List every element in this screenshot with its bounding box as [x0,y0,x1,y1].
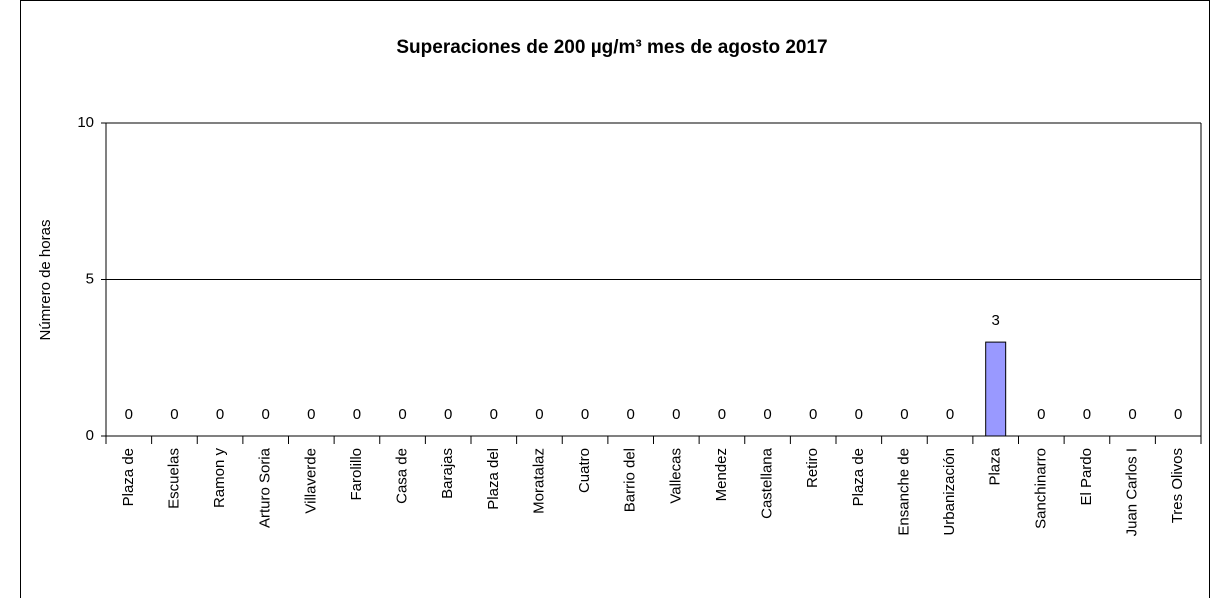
x-tick-label: Mendez [713,448,730,501]
value-label: 0 [627,406,635,423]
value-label: 0 [1083,406,1091,423]
x-tick-label: Plaza del [485,448,502,510]
value-label: 0 [353,406,361,423]
value-label: 0 [855,406,863,423]
x-tick-label: Sanchinarro [1032,448,1049,529]
x-tick-label: Plaza [987,447,1004,485]
value-label: 0 [444,406,452,423]
x-tick-label: Moratalaz [530,448,547,514]
x-tick-label: Plaza de [850,448,867,506]
x-tick-label: Plaza de [120,448,137,506]
chart-title: Superaciones de 200 µg/m³ mes de agosto … [396,37,827,58]
bar [985,341,1007,437]
y-tick-label: 0 [86,427,94,444]
chart-frame [20,0,1210,598]
x-tick-label: Juan Carlos I [1124,448,1141,536]
x-tick-label: Ensanche de [895,448,912,536]
value-label: 0 [535,406,543,423]
x-tick-label: Barrio del [622,448,639,512]
x-tick-label: Casa de [394,448,411,504]
value-label: 0 [1128,406,1136,423]
value-label: 0 [718,406,726,423]
value-label: 0 [170,406,178,423]
value-label: 0 [581,406,589,423]
y-tick-label: 5 [86,270,94,287]
value-label: 3 [992,312,1000,329]
value-label: 0 [946,406,954,423]
value-label: 0 [262,406,270,423]
x-tick-label: Cuatro [576,448,593,493]
value-label: 0 [307,406,315,423]
value-label: 0 [398,406,406,423]
value-label: 0 [1037,406,1045,423]
x-tick-label: Vallecas [667,448,684,504]
x-tick-label: Castellana [759,447,776,519]
value-label: 0 [900,406,908,423]
value-label: 0 [1174,406,1182,423]
x-tick-label: Arturo Soria [257,447,274,528]
x-tick-label: Retiro [804,448,821,488]
x-tick-label: Barajas [439,448,456,499]
y-axis-label: Númrero de horas [37,220,54,341]
x-tick-label: Tres Olivos [1169,448,1186,523]
value-label: 0 [125,406,133,423]
value-label: 0 [672,406,680,423]
value-label: 0 [216,406,224,423]
y-tick-label: 10 [77,114,94,131]
x-tick-label: El Pardo [1078,448,1095,506]
value-label: 0 [763,406,771,423]
value-label: 0 [809,406,817,423]
x-tick-label: Ramon y [211,448,228,509]
x-tick-label: Escuelas [165,448,182,509]
value-label: 0 [490,406,498,423]
x-tick-label: Urbanización [941,448,958,536]
x-tick-label: Villaverde [302,448,319,514]
x-tick-label: Farolillo [348,448,365,501]
